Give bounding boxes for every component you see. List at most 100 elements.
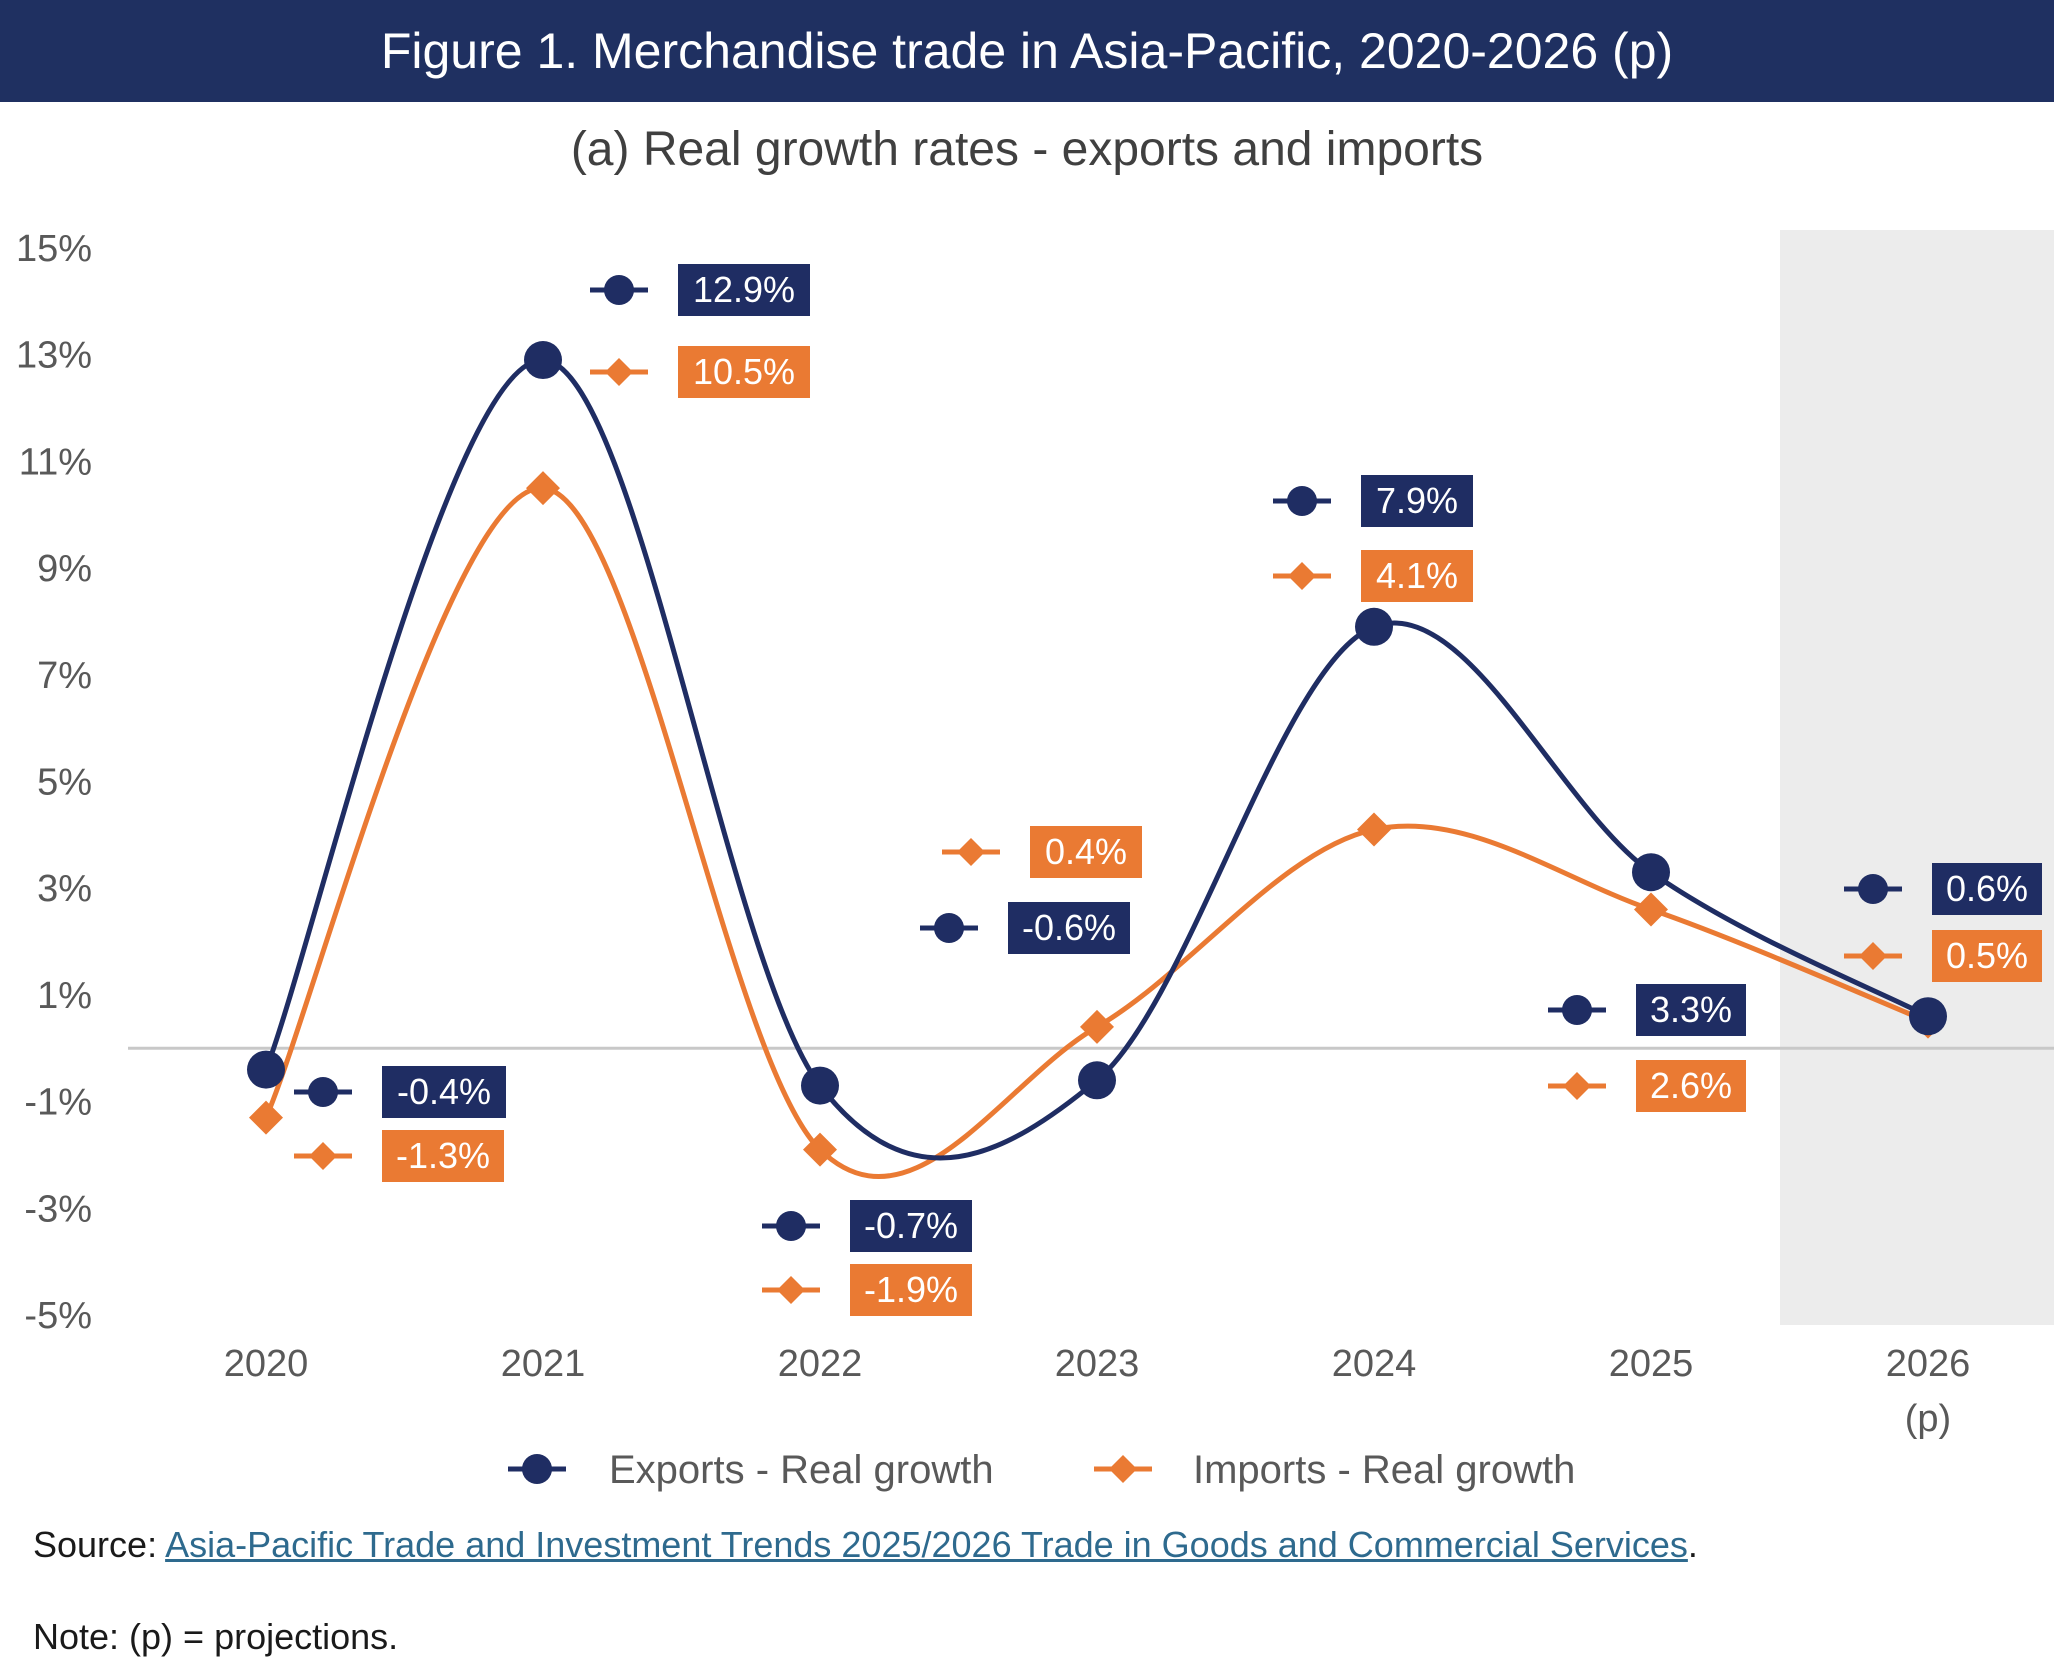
exports-data-label: 0.6% (1946, 868, 2028, 909)
imports-label-swatch-marker (777, 1276, 805, 1304)
exports-data-label: -0.6% (1022, 907, 1116, 948)
imports-data-label: -1.9% (864, 1269, 958, 1310)
exports-data-label: 12.9% (693, 269, 795, 310)
imports-data-label: 0.4% (1045, 831, 1127, 872)
imports-label-swatch (762, 1276, 820, 1304)
x-tick-label: 2020 (224, 1343, 309, 1385)
exports-data-label: -0.7% (864, 1205, 958, 1246)
exports-label-swatch-marker (1858, 874, 1888, 904)
exports-data-label-box (850, 1200, 972, 1252)
y-tick-label: 13% (16, 335, 92, 377)
exports-label-swatch-marker (1562, 995, 1592, 1025)
imports-data-label-box (678, 346, 810, 398)
x-tick-label: 2021 (501, 1343, 586, 1385)
imports-point (1634, 892, 1668, 927)
imports-data-label-box (1636, 1060, 1746, 1112)
title-bar: Figure 1. Merchandise trade in Asia-Paci… (0, 0, 2054, 102)
legend-exports-swatch (508, 1454, 566, 1484)
imports-series-line (263, 485, 1931, 1179)
exports-label-swatch-marker (308, 1077, 338, 1107)
line-chart: 15% 13% 11% 9% 7% 5% 3% 1% -1% -3% -5% 2020 2021 2022… (16, 228, 2054, 1492)
exports-label-swatch (590, 275, 648, 305)
legend-exports-swatch-marker (522, 1454, 552, 1484)
imports-label-swatch-marker (1288, 562, 1316, 590)
imports-point (249, 1100, 283, 1135)
x-tick-label: 2022 (778, 1343, 863, 1385)
exports-label-swatch-marker (1287, 486, 1317, 516)
imports-label-swatch-marker (309, 1142, 337, 1170)
imports-data-label: 2.6% (1650, 1065, 1732, 1106)
source-suffix: . (1687, 1524, 1698, 1565)
imports-label-swatch (1844, 942, 1902, 970)
exports-data-label-box (1636, 984, 1746, 1036)
imports-label-swatch (1273, 562, 1331, 590)
imports-data-label-box (382, 1130, 504, 1182)
exports-label-swatch-marker (776, 1211, 806, 1241)
y-tick-label: 5% (37, 762, 92, 804)
exports-point (1078, 1061, 1116, 1100)
imports-data-label: 10.5% (693, 351, 795, 392)
legend-exports-label: Exports - Real growth (609, 1448, 994, 1492)
exports-label-swatch (1273, 486, 1331, 516)
imports-point (1080, 1009, 1114, 1044)
imports-label-swatch (590, 358, 648, 386)
imports-point (1357, 812, 1391, 847)
exports-label-swatch (920, 913, 978, 943)
exports-data-label-box (678, 264, 810, 316)
exports-label-swatch-marker (934, 913, 964, 943)
exports-series-line (263, 357, 1931, 1161)
exports-point (801, 1066, 839, 1105)
projection-shade (1780, 230, 2054, 1325)
imports-label-swatch-marker (957, 838, 985, 866)
imports-data-label-box (1361, 550, 1473, 602)
y-tick-label: 1% (37, 975, 92, 1017)
legend-imports-label: Imports - Real growth (1193, 1448, 1575, 1492)
y-tick-label: -1% (24, 1082, 92, 1124)
exports-data-label: 7.9% (1376, 480, 1458, 521)
imports-data-label-box (850, 1264, 972, 1316)
source-prefix: Source: (33, 1524, 166, 1565)
exports-label-swatch-marker (604, 275, 634, 305)
figure-title: Figure 1. Merchandise trade in Asia-Paci… (380, 23, 1674, 79)
imports-label-swatch (942, 838, 1000, 866)
exports-label-swatch (1548, 995, 1606, 1025)
exports-point (1355, 607, 1393, 646)
imports-data-label-box (1932, 930, 2042, 982)
imports-point (526, 471, 560, 506)
exports-label-swatch (294, 1077, 352, 1107)
y-tick-label: -5% (24, 1295, 92, 1337)
exports-point (1632, 853, 1670, 892)
exports-data-label: -0.4% (397, 1071, 491, 1112)
imports-label-swatch (1548, 1072, 1606, 1100)
x-tick-label: 2023 (1055, 1343, 1140, 1385)
x-tick-label: 2024 (1332, 1343, 1417, 1385)
x-tick-label: 2026 (1886, 1343, 1971, 1385)
exports-data-label: 3.3% (1650, 989, 1732, 1030)
exports-data-label-box (1361, 475, 1473, 527)
imports-label-swatch (294, 1142, 352, 1170)
exports-point (1909, 997, 1947, 1036)
imports-data-label: 4.1% (1376, 555, 1458, 596)
exports-label-swatch (762, 1211, 820, 1241)
imports-label-swatch-marker (1563, 1072, 1591, 1100)
exports-data-label-box (382, 1066, 506, 1118)
imports-data-label: -1.3% (396, 1135, 490, 1176)
imports-label-swatch-marker (605, 358, 633, 386)
chart-subtitle: (a) Real growth rates - exports and impo… (570, 123, 1484, 176)
imports-data-label-box (1030, 826, 1142, 878)
exports-point (247, 1050, 285, 1089)
y-tick-label: 7% (37, 655, 92, 697)
exports-label-swatch (1844, 874, 1902, 904)
x-tick-label: 2025 (1609, 1343, 1694, 1385)
legend-imports-swatch-marker (1109, 1455, 1137, 1483)
y-tick-label: 3% (37, 868, 92, 910)
exports-data-label-box (1008, 902, 1130, 954)
imports-point (803, 1132, 837, 1167)
y-tick-label: -3% (24, 1188, 92, 1230)
source-link[interactable]: Asia-Pacific Trade and Investment Trends… (165, 1524, 1688, 1565)
note-line: Note: (p) = projections. (33, 1616, 399, 1657)
x-tick-sublabel: (p) (1905, 1398, 1951, 1440)
imports-data-label: 0.5% (1946, 935, 2028, 976)
y-tick-label: 15% (16, 228, 92, 270)
imports-label-swatch-marker (1859, 942, 1887, 970)
